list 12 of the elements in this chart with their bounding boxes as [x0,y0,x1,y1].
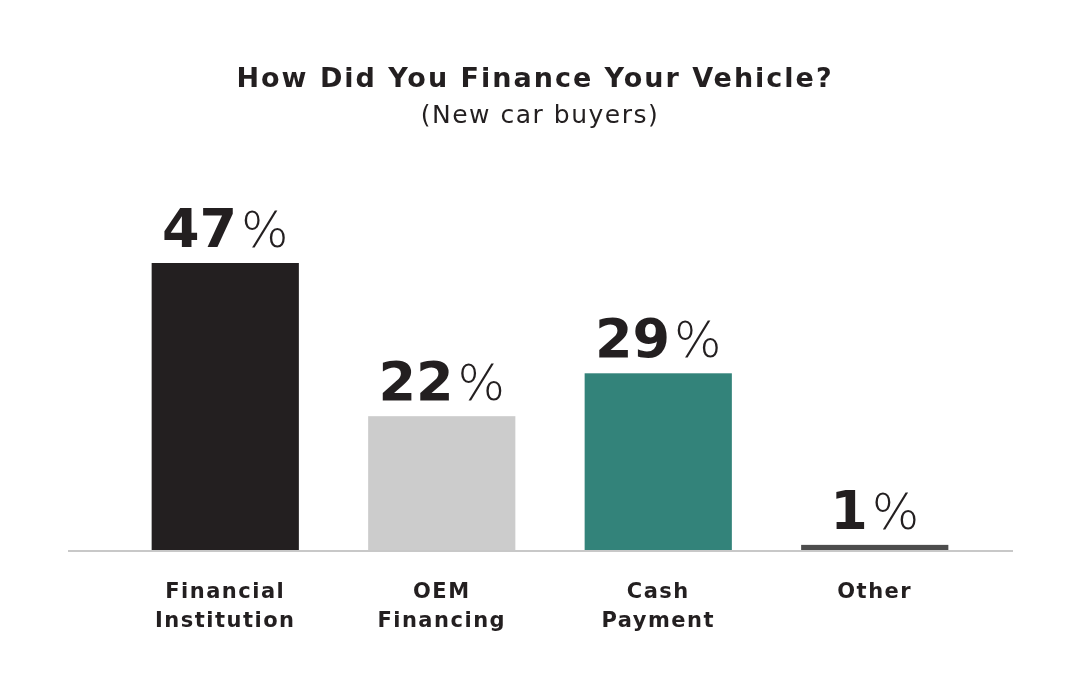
bar [584,373,732,551]
x-tick-label: Cash Payment [601,579,716,632]
data-label: 22% [378,350,506,414]
chart-title: How Did You Finance Your Vehicle? [236,62,834,93]
data-label: 1% [830,478,920,542]
chart-subtitle: (New car buyers) [420,100,660,129]
data-label: 47% [161,197,289,260]
x-tick-label: Financial Institution [154,579,296,632]
x-tick-label: OEM Financing [377,579,507,632]
bar [151,263,299,551]
x-tick-label: Other [837,579,913,603]
data-label: 29% [594,307,722,371]
